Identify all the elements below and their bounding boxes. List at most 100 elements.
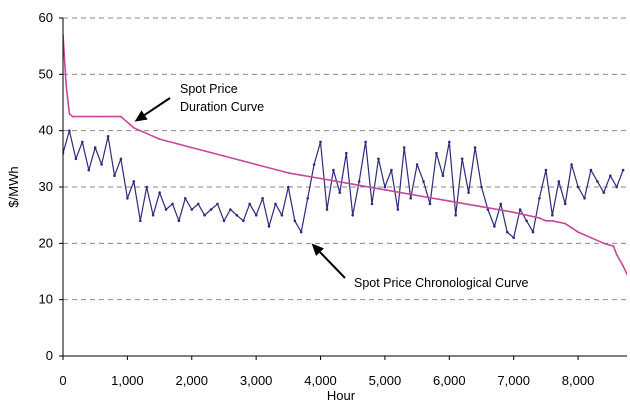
chronological-point xyxy=(332,168,335,172)
duration-point xyxy=(564,222,567,225)
duration-point xyxy=(100,115,103,118)
chronological-point xyxy=(158,191,161,194)
duration-point xyxy=(448,200,451,203)
duration-point xyxy=(612,245,615,248)
chronological-point xyxy=(126,197,129,200)
duration-curve-line xyxy=(63,34,627,275)
chronological-point xyxy=(254,213,258,217)
chronological-point xyxy=(235,213,239,217)
duration-point xyxy=(384,188,386,191)
y-tick-label: 0 xyxy=(46,348,53,363)
duration-curve-annotation: Spot Price Duration Curve xyxy=(180,82,264,114)
chronological-point xyxy=(171,202,174,206)
chronological-point xyxy=(164,208,168,211)
chronological-point xyxy=(229,208,232,211)
chronological-point xyxy=(325,208,329,211)
chronological-point xyxy=(319,140,322,144)
chronological-point xyxy=(486,208,490,211)
chronological-point xyxy=(499,202,503,206)
chronological-point xyxy=(74,157,78,161)
duration-point xyxy=(120,115,122,118)
chronological-point xyxy=(242,219,245,223)
chronological-point xyxy=(261,197,264,200)
gridlines xyxy=(63,17,627,301)
duration-point xyxy=(65,84,68,87)
chronological-point xyxy=(544,168,548,172)
chronological-point xyxy=(576,185,580,189)
chronological-point xyxy=(415,163,419,166)
chronological-point xyxy=(306,197,310,200)
x-tick-label: 3,000 xyxy=(240,373,273,388)
chronological-point xyxy=(139,219,142,223)
duration-point xyxy=(132,126,135,129)
chronological-point xyxy=(512,236,515,239)
chronological-point xyxy=(383,185,387,189)
duration-point xyxy=(158,138,161,141)
duration-point xyxy=(81,115,84,118)
chronological-point xyxy=(467,191,470,194)
chronological-point xyxy=(248,202,251,206)
y-tick-label: 30 xyxy=(39,179,53,194)
chronological-point xyxy=(338,191,342,194)
chronological-point xyxy=(196,202,200,206)
chronological-point xyxy=(551,213,554,217)
x-tick-label: 2,000 xyxy=(175,373,208,388)
chronological-point xyxy=(390,168,393,172)
duration-point xyxy=(129,124,132,126)
chronological-point xyxy=(609,174,612,177)
chronological-point xyxy=(422,180,425,183)
chronological-point xyxy=(203,213,206,217)
chronological-point xyxy=(602,191,606,194)
chronological-point xyxy=(583,197,586,200)
chronological-point xyxy=(151,213,155,217)
chronological-point xyxy=(106,135,110,138)
chronological-curve-line xyxy=(63,130,624,239)
chronological-point xyxy=(402,146,406,149)
duration-point xyxy=(255,163,258,166)
chronological-point xyxy=(280,213,284,217)
x-axis-ticks: 0 1,000 2,000 3,000 4,000 5,000 6,000 7,000 8,00… xyxy=(59,356,594,388)
chronological-point xyxy=(480,185,483,189)
duration-curve-arrow xyxy=(134,97,171,122)
chronological-point xyxy=(274,202,277,206)
chronological-point xyxy=(493,225,496,228)
x-tick-label: 1,000 xyxy=(111,373,144,388)
duration-point xyxy=(319,177,322,180)
duration-point xyxy=(622,265,624,267)
chronological-point xyxy=(454,213,458,217)
chronological-point xyxy=(563,202,567,206)
chronological-point xyxy=(589,168,593,172)
chronological-point xyxy=(435,151,438,155)
chronological-point xyxy=(570,163,573,166)
chronological-point xyxy=(428,202,432,206)
x-tick-label: 8,000 xyxy=(562,373,595,388)
duration-point xyxy=(615,253,618,256)
chronological-point xyxy=(81,140,84,144)
y-tick-label: 10 xyxy=(39,292,53,307)
x-tick-label: 5,000 xyxy=(369,373,402,388)
duration-point xyxy=(480,205,483,208)
duration-point xyxy=(68,112,71,115)
y-tick-label: 60 xyxy=(39,10,53,25)
duration-point xyxy=(351,183,354,186)
chronological-point xyxy=(525,219,528,223)
duration-point xyxy=(538,217,541,219)
duration-point xyxy=(512,211,515,214)
chronological-point xyxy=(615,185,618,189)
chronological-point xyxy=(216,202,219,206)
chronological-point xyxy=(68,129,71,132)
x-tick-label: 4,000 xyxy=(304,373,337,388)
chronological-point xyxy=(531,230,535,234)
chronological-point xyxy=(460,157,464,161)
chronological-point xyxy=(596,180,599,183)
chronological-point xyxy=(267,225,271,228)
chronological-point xyxy=(538,197,541,200)
chronological-point xyxy=(396,208,400,211)
duration-point xyxy=(626,273,627,276)
duration-point xyxy=(551,219,554,222)
duration-point xyxy=(139,129,142,132)
chronological-point xyxy=(113,174,116,177)
duration-point xyxy=(416,194,418,197)
series-layer xyxy=(63,34,627,276)
chronological-point xyxy=(190,208,194,211)
